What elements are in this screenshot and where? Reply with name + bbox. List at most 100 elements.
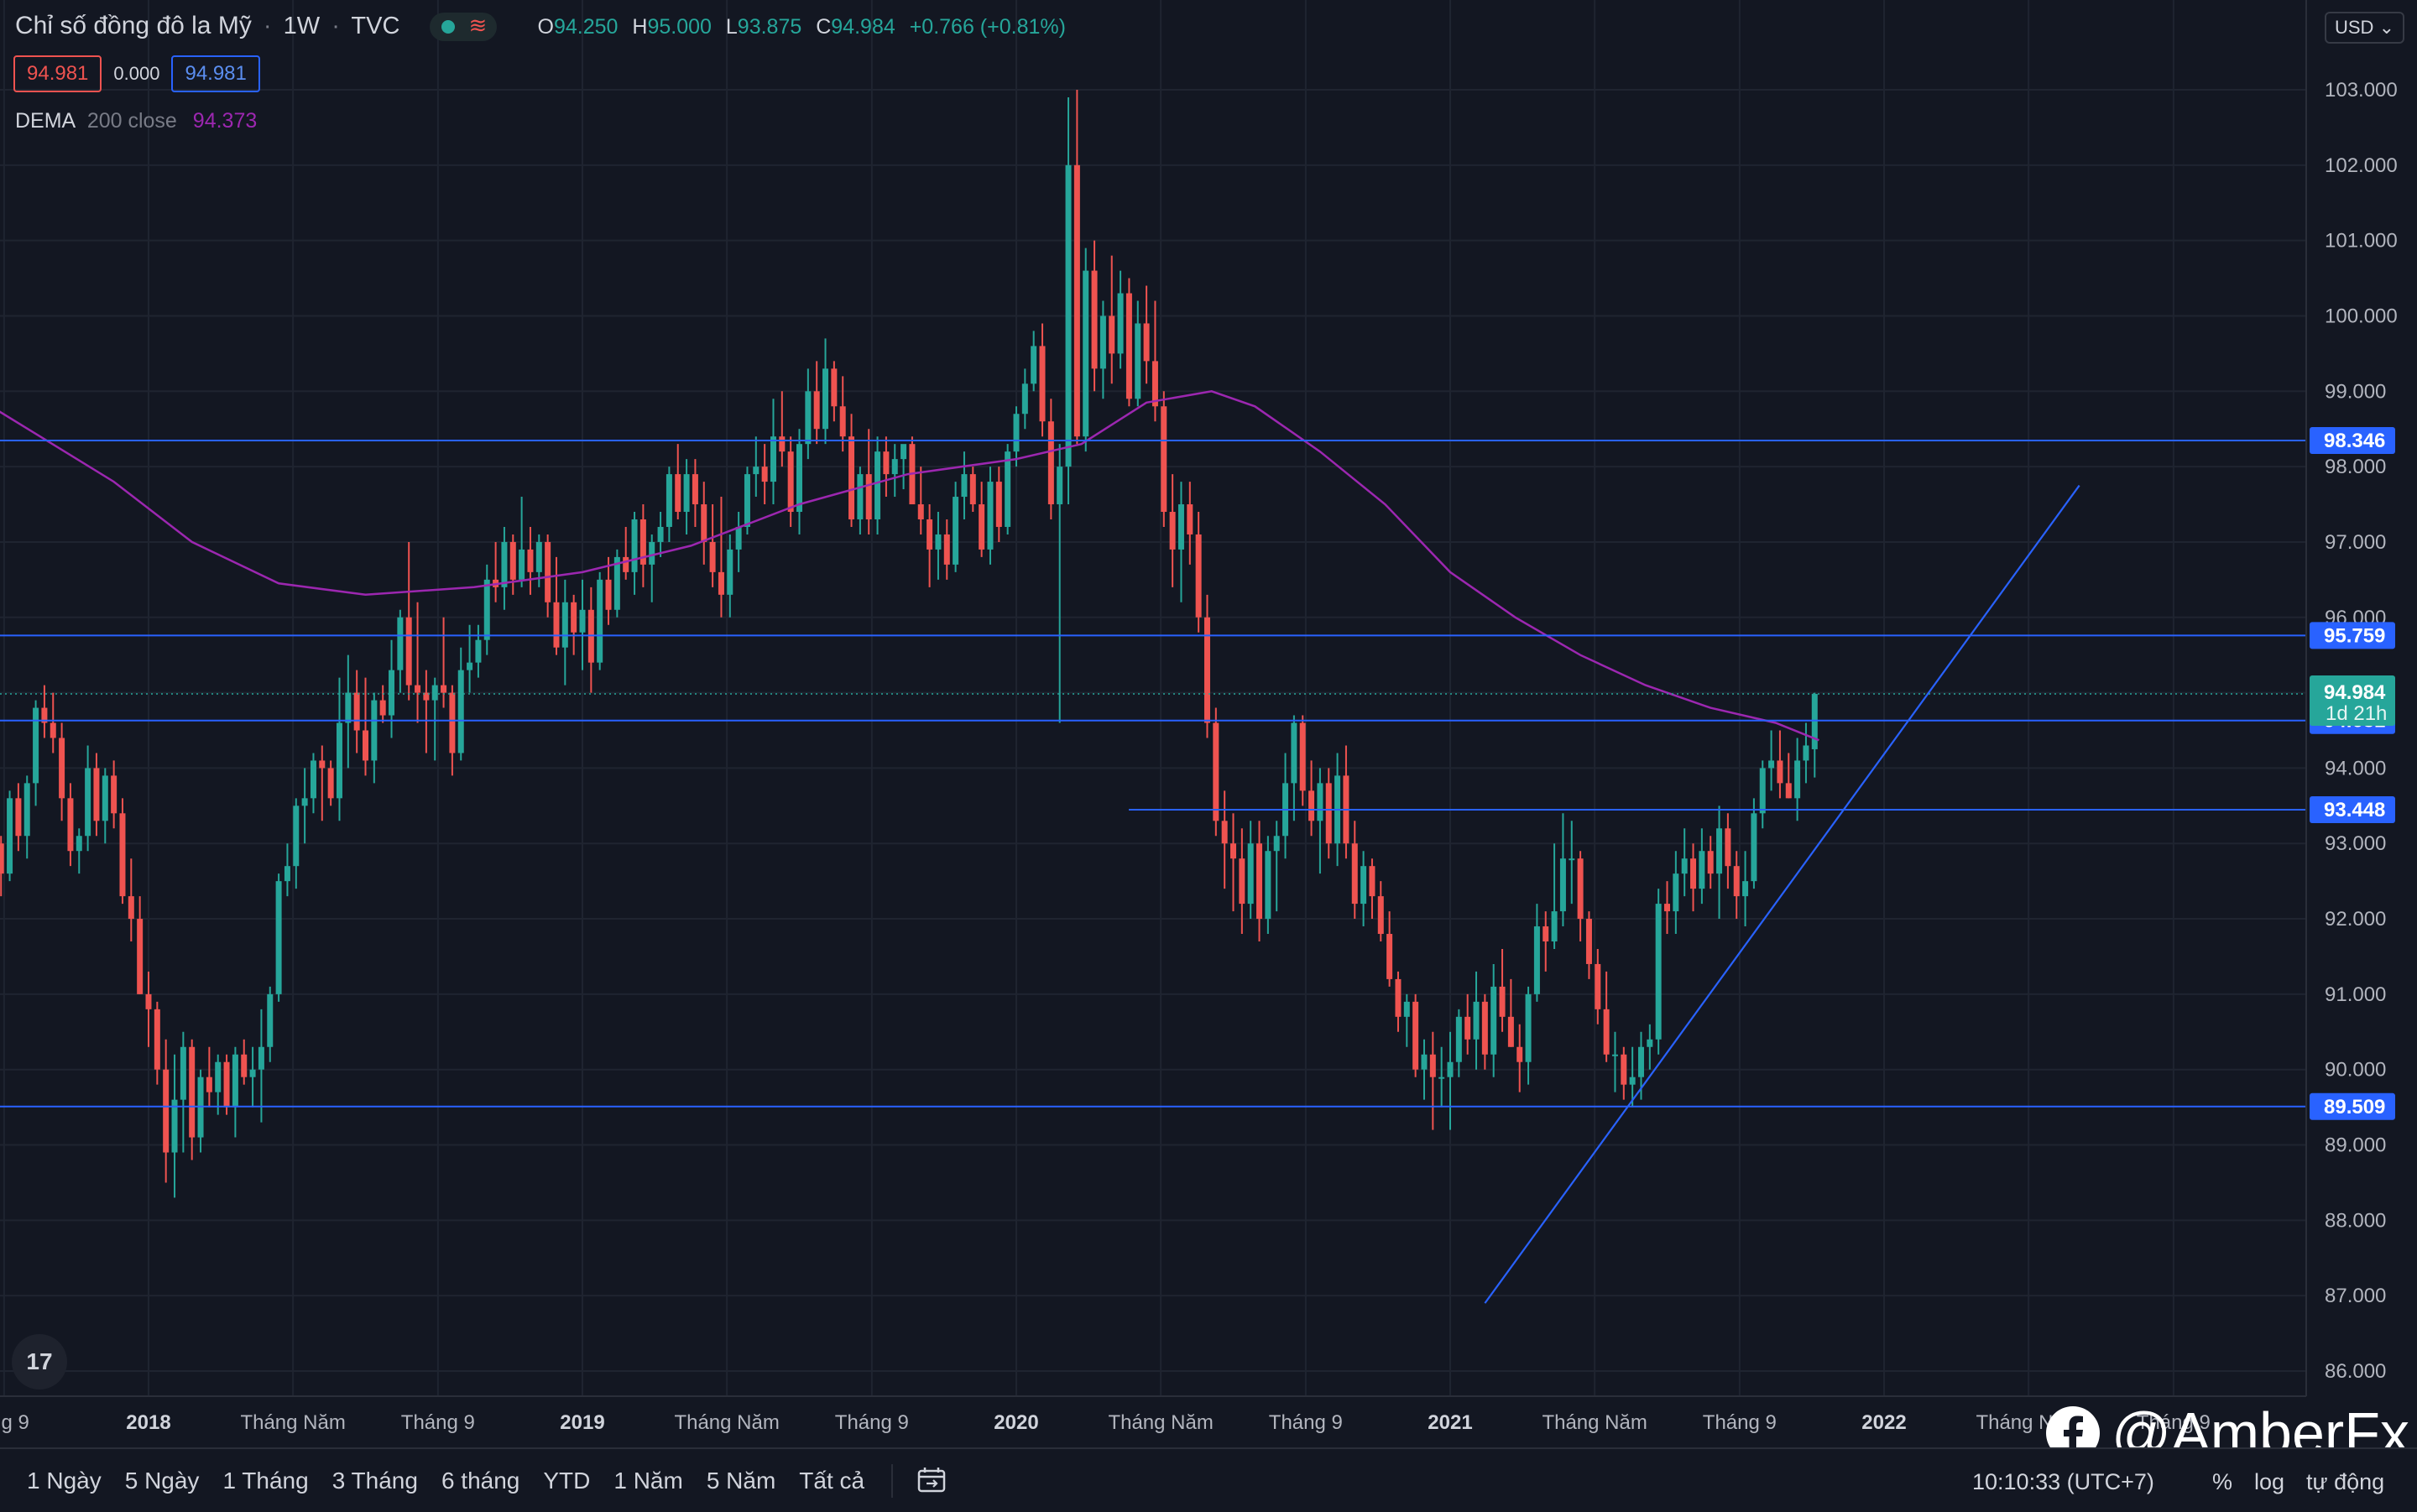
market-status-toggle[interactable]: ≋ <box>430 13 498 42</box>
range-button[interactable]: Tất cả <box>799 1468 865 1494</box>
price-tick-label: 91.000 <box>2325 983 2386 1006</box>
price-tick-label: 99.000 <box>2325 380 2386 403</box>
sell-button[interactable]: 94.981 <box>13 55 102 92</box>
candle-body <box>709 541 716 572</box>
interval-label[interactable]: 1W <box>283 13 321 39</box>
candle-body <box>1473 1001 1480 1040</box>
candle-body <box>1725 828 1731 867</box>
ascending-trendline[interactable] <box>1484 484 2080 1304</box>
range-button[interactable]: 1 Tháng <box>222 1468 309 1494</box>
candle-body <box>1047 421 1054 505</box>
range-button[interactable]: 3 Tháng <box>331 1468 418 1494</box>
candle-body <box>293 806 300 867</box>
candle-body <box>787 451 794 513</box>
candle-body <box>353 692 360 731</box>
candle-body <box>41 707 48 723</box>
candle-body <box>1005 451 1011 527</box>
candle-body <box>128 896 134 920</box>
candle-body <box>397 617 404 670</box>
candle-body <box>1395 978 1402 1017</box>
candle-body <box>1751 813 1757 882</box>
dema-200-line <box>0 390 1819 742</box>
candle-body <box>1455 1016 1462 1062</box>
candle-body <box>874 451 881 519</box>
close-value: 94.984 <box>831 15 895 39</box>
log-toggle[interactable]: log <box>2254 1469 2285 1494</box>
candle-body <box>935 534 942 550</box>
facebook-icon <box>2046 1406 2100 1460</box>
candle-body <box>857 474 864 519</box>
candle-body <box>1507 1016 1514 1047</box>
candle-body <box>1377 896 1384 935</box>
candle-body <box>1803 745 1809 761</box>
candle-body <box>1621 1054 1627 1085</box>
chart-legend: Chỉ số đồng đô la Mỹ · 1W · TVC ≋ O94.25… <box>15 12 1066 42</box>
auto-toggle[interactable]: tự động <box>2306 1469 2385 1494</box>
currency-label: USD <box>2335 17 2374 38</box>
level-price-label: 98.346 <box>2324 430 2385 452</box>
high-value: 95.000 <box>647 15 712 39</box>
candle-body <box>431 685 438 701</box>
time-tick-label: 2022 <box>1861 1411 1906 1434</box>
candle-body <box>154 1009 160 1070</box>
candle-body <box>770 436 776 482</box>
candle-body <box>1559 858 1566 912</box>
candle-body <box>1412 1001 1419 1070</box>
indicator-legend[interactable]: DEMA 200 close 94.373 <box>15 109 257 133</box>
candle-body <box>389 670 395 716</box>
currency-selector[interactable]: USD ⌄ <box>2325 12 2405 44</box>
range-button[interactable]: 1 Ngày <box>27 1468 102 1494</box>
price-tick-label: 101.000 <box>2325 230 2398 253</box>
buy-button[interactable]: 94.981 <box>171 55 260 92</box>
candle-body <box>883 451 890 475</box>
horizontal-levels <box>0 440 2306 1108</box>
candle-body <box>779 436 786 452</box>
candle-body <box>1785 783 1792 799</box>
candle-body <box>1707 851 1714 874</box>
range-button[interactable]: YTD <box>543 1468 591 1494</box>
candle-body <box>1585 919 1592 964</box>
range-button[interactable]: 5 Năm <box>706 1468 776 1494</box>
candle-body <box>93 768 100 821</box>
candle-body <box>1525 993 1532 1062</box>
clock-timezone[interactable]: 10:10:33 (UTC+7) <box>1972 1469 2154 1494</box>
candle-body <box>1360 866 1367 905</box>
candle-body <box>1429 1054 1436 1077</box>
candlestick-series <box>0 90 1818 1198</box>
go-to-date-icon[interactable] <box>916 1466 947 1494</box>
candle-body <box>1021 383 1028 414</box>
candle-body <box>657 526 664 542</box>
range-button[interactable]: 6 tháng <box>441 1468 520 1494</box>
symbol-title[interactable]: Chỉ số đồng đô la Mỹ <box>15 12 252 39</box>
candle-body <box>553 602 560 648</box>
price-tick-label: 86.000 <box>2325 1360 2386 1383</box>
candle-body <box>744 474 750 527</box>
tradingview-logo[interactable]: 17 <box>12 1334 67 1389</box>
candle-body <box>1551 911 1558 942</box>
range-button[interactable]: 1 Năm <box>613 1468 683 1494</box>
candle-body <box>1039 346 1046 422</box>
candle-body <box>1317 783 1323 821</box>
price-axis: 86.000 87.000 88.000 89.000 90.000 91.000 92.0… <box>2305 0 2417 1396</box>
candle-body <box>1777 760 1783 784</box>
candle-body <box>1135 323 1141 399</box>
candle-body <box>1759 768 1766 814</box>
chevron-down-icon: ⌄ <box>2378 17 2395 38</box>
indicator-params: 200 close <box>86 109 177 133</box>
candle-body <box>761 467 768 482</box>
candle-body <box>571 602 577 633</box>
percent-toggle[interactable]: % <box>2212 1469 2233 1494</box>
candle-body <box>969 474 976 505</box>
time-tick-label: Tháng Năm <box>1108 1411 1213 1434</box>
candle-body <box>848 436 855 519</box>
candle-body <box>1569 858 1575 861</box>
candle-body <box>267 993 274 1047</box>
candle-body <box>701 504 707 542</box>
candle-body <box>579 609 586 633</box>
bid-ask-row: 94.981 0.000 94.981 <box>13 55 260 92</box>
range-button[interactable]: 5 Ngày <box>124 1468 200 1494</box>
candle-body <box>171 1099 178 1153</box>
price-tick-label: 88.000 <box>2325 1209 2386 1232</box>
current-price-label: 94.984 <box>2324 681 2386 704</box>
